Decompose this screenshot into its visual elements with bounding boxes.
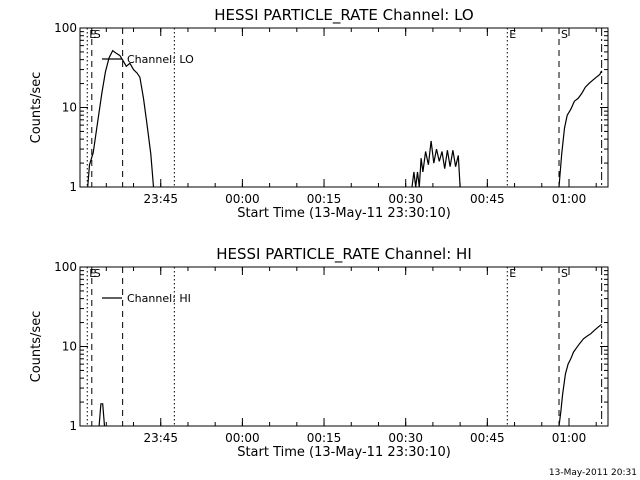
- event-marker-label: E: [89, 267, 96, 280]
- series-line: [558, 70, 603, 188]
- y-tick-label: 10: [62, 340, 77, 354]
- event-marker-label: S: [94, 267, 101, 280]
- y-axis-label: Counts/sec: [29, 311, 44, 383]
- series-line: [411, 140, 461, 188]
- x-tick-label: 00:15: [307, 192, 342, 206]
- event-marker-label: E: [509, 267, 516, 280]
- series-line: [98, 403, 106, 427]
- event-marker-label: S: [561, 267, 568, 280]
- event-marker-label: E: [509, 28, 516, 41]
- x-tick-label: 00:15: [307, 431, 342, 445]
- event-marker-label: S: [561, 28, 568, 41]
- x-tick-label: 00:45: [470, 192, 505, 206]
- y-tick-label: 1: [69, 180, 77, 194]
- chart-title: HESSI PARTICLE_RATE Channel: HI: [216, 245, 472, 264]
- x-tick-label: 23:45: [143, 431, 178, 445]
- legend-label: Channel: HI: [127, 292, 191, 305]
- x-tick-label: 00:30: [388, 192, 423, 206]
- timestamp-stamp: 13-May-2011 20:31: [549, 468, 637, 478]
- y-tick-label: 1: [69, 419, 77, 433]
- y-tick-label: 100: [54, 260, 77, 274]
- series-line: [558, 323, 602, 427]
- chart-panel-1: HESSI PARTICLE_RATE Channel: LO 1 10 100 23:…: [29, 6, 609, 221]
- y-axis-label: Counts/sec: [29, 72, 44, 144]
- x-tick-label: 01:00: [552, 431, 587, 445]
- event-marker-label: E: [89, 28, 96, 41]
- x-tick-label: 00:45: [470, 431, 505, 445]
- chart-panel-2: HESSI PARTICLE_RATE Channel: HI 1 10 100 23:…: [29, 245, 609, 460]
- x-tick-label: 00:00: [225, 431, 260, 445]
- x-tick-label: 00:00: [225, 192, 260, 206]
- legend-label: Channel: LO: [127, 53, 194, 66]
- y-tick-label: 10: [62, 101, 77, 115]
- x-tick-label: 23:45: [143, 192, 178, 206]
- x-tick-label: 00:30: [388, 431, 423, 445]
- event-marker-label: S: [94, 28, 101, 41]
- x-axis-label: Start Time (13-May-11 23:30:10): [237, 445, 451, 460]
- x-axis-label: Start Time (13-May-11 23:30:10): [237, 206, 451, 221]
- y-tick-label: 100: [54, 21, 77, 35]
- chart-title: HESSI PARTICLE_RATE Channel: LO: [214, 6, 473, 25]
- x-tick-label: 01:00: [552, 192, 587, 206]
